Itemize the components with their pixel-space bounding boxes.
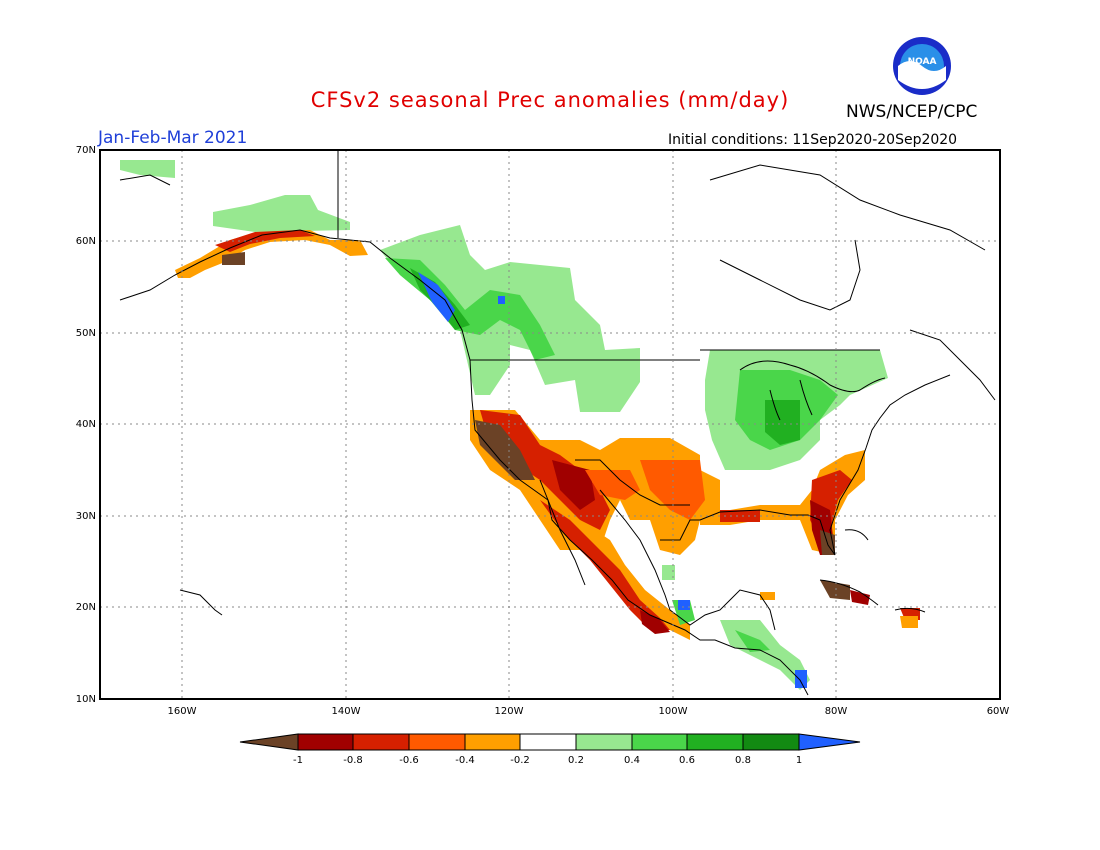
colorbar-tick: -0.6 xyxy=(399,755,419,766)
colorbar-swatch xyxy=(297,733,354,751)
initial-conditions-label: Initial conditions: 11Sep2020-20Sep2020 xyxy=(668,132,958,148)
colorbar: -1 -0.8 -0.6 -0.4 -0.2 0.2 0.4 0.6 0.8 1 xyxy=(239,733,861,766)
lat-labels: 70N 60N 50N 40N 30N 20N 10N xyxy=(76,145,96,705)
colorbar-swatch xyxy=(408,733,466,751)
lon-labels: 160W 140W 120W 100W 80W 60W xyxy=(168,706,1010,717)
lat-label: 50N xyxy=(76,328,96,339)
gridlines xyxy=(100,150,1000,699)
colorbar-swatch xyxy=(464,733,521,751)
coastlines xyxy=(119,150,996,696)
colorbar-tick: -0.8 xyxy=(343,755,363,766)
chart-title: CFSv2 seasonal Prec anomalies (mm/day) xyxy=(310,88,790,112)
colorbar-swatch xyxy=(742,733,800,751)
lon-label: 100W xyxy=(659,706,688,717)
anomaly-shading xyxy=(120,160,920,690)
colorbar-right-arrow xyxy=(798,733,861,751)
lon-label: 120W xyxy=(495,706,524,717)
colorbar-tick: -1 xyxy=(293,755,303,766)
map-frame xyxy=(99,149,1001,700)
lon-label: 140W xyxy=(332,706,361,717)
colorbar-swatch xyxy=(519,733,577,751)
colorbar-swatch xyxy=(631,733,688,751)
colorbar-tick: 1 xyxy=(796,755,802,766)
colorbar-swatch xyxy=(686,733,744,751)
colorbar-swatch xyxy=(352,733,410,751)
lat-label: 70N xyxy=(76,145,96,156)
lon-label: 60W xyxy=(987,706,1010,717)
colorbar-tick: -0.2 xyxy=(510,755,530,766)
lat-label: 20N xyxy=(76,602,96,613)
lat-label: 60N xyxy=(76,236,96,247)
lon-label: 80W xyxy=(825,706,848,717)
lon-label: 160W xyxy=(168,706,197,717)
colorbar-swatch xyxy=(575,733,633,751)
colorbar-left-arrow xyxy=(239,733,299,751)
colorbar-tick: -0.4 xyxy=(455,755,475,766)
colorbar-tick: 0.4 xyxy=(624,755,640,766)
noaa-logo: NOAA xyxy=(893,37,951,95)
colorbar-tick: 0.6 xyxy=(679,755,695,766)
svg-text:NOAA: NOAA xyxy=(908,57,937,67)
colorbar-tick: 0.8 xyxy=(735,755,751,766)
colorbar-tick: 0.2 xyxy=(568,755,584,766)
agency-label: NWS/NCEP/CPC xyxy=(846,102,978,122)
lat-label: 30N xyxy=(76,511,96,522)
lat-label: 40N xyxy=(76,419,96,430)
period-label: Jan-Feb-Mar 2021 xyxy=(98,128,248,148)
lat-label: 10N xyxy=(76,694,96,705)
